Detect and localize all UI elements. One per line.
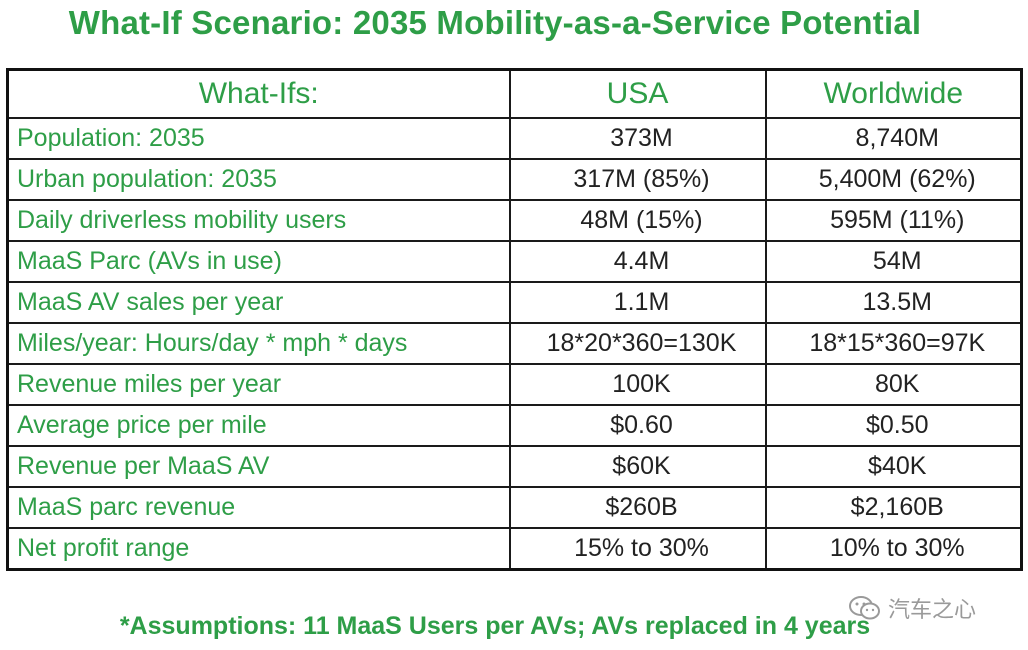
table-row: MaaS Parc (AVs in use) 4.4M 54M: [6, 240, 1023, 283]
table-row: MaaS AV sales per year 1.1M 13.5M: [6, 281, 1023, 324]
row-label: Miles/year: Hours/day * mph * days: [6, 322, 511, 365]
usa-value: 48M (15%): [508, 199, 767, 242]
table-row: Revenue per MaaS AV $60K $40K: [6, 445, 1023, 488]
table-row: Population: 2035 373M 8,740M: [6, 117, 1023, 160]
worldwide-value: $40K: [764, 445, 1023, 488]
usa-value: 1.1M: [508, 281, 767, 324]
worldwide-value: $0.50: [764, 404, 1023, 447]
worldwide-value: 80K: [764, 363, 1023, 406]
row-label: MaaS parc revenue: [6, 486, 511, 529]
table-header-row: What-Ifs: USA Worldwide: [6, 68, 1023, 119]
assumptions-footnote: *Assumptions: 11 MaaS Users per AVs; AVs…: [119, 612, 871, 640]
wechat-icon: [849, 596, 880, 620]
worldwide-value: $2,160B: [764, 486, 1023, 529]
usa-value: $260B: [508, 486, 767, 529]
row-label: MaaS Parc (AVs in use): [6, 240, 511, 283]
row-label: Population: 2035: [6, 117, 511, 160]
table-row: Daily driverless mobility users 48M (15%…: [6, 199, 1023, 242]
worldwide-value: 13.5M: [764, 281, 1023, 324]
worldwide-value: 10% to 30%: [764, 527, 1023, 571]
row-label: Net profit range: [6, 527, 511, 571]
table-row: MaaS parc revenue $260B $2,160B: [6, 486, 1023, 529]
worldwide-value: 5,400M (62%): [764, 158, 1023, 201]
row-label: Daily driverless mobility users: [6, 199, 511, 242]
worldwide-value: 595M (11%): [764, 199, 1023, 242]
table-row: Miles/year: Hours/day * mph * days 18*20…: [6, 322, 1023, 365]
worldwide-value: 54M: [764, 240, 1023, 283]
row-label: Urban population: 2035: [6, 158, 511, 201]
header-usa: USA: [508, 68, 767, 119]
worldwide-value: 18*15*360=97K: [764, 322, 1023, 365]
header-what-ifs: What-Ifs:: [6, 68, 511, 119]
usa-value: 100K: [508, 363, 767, 406]
table-row: Revenue miles per year 100K 80K: [6, 363, 1023, 406]
usa-value: 15% to 30%: [508, 527, 767, 571]
row-label: Revenue miles per year: [6, 363, 511, 406]
usa-value: 18*20*360=130K: [508, 322, 767, 365]
usa-value: 373M: [508, 117, 767, 160]
page-title: What-If Scenario: 2035 Mobility-as-a-Ser…: [68, 4, 922, 41]
worldwide-value: 8,740M: [764, 117, 1023, 160]
table-row: Net profit range 15% to 30% 10% to 30%: [6, 527, 1023, 571]
scenario-table: What-Ifs: USA Worldwide Population: 2035…: [6, 68, 1023, 571]
usa-value: $0.60: [508, 404, 767, 447]
watermark-text: 汽车之心: [888, 597, 977, 622]
usa-value: 317M (85%): [508, 158, 767, 201]
usa-value: $60K: [508, 445, 767, 488]
row-label: Average price per mile: [6, 404, 511, 447]
watermark: 汽车之心: [848, 592, 976, 624]
row-label: Revenue per MaaS AV: [6, 445, 511, 488]
usa-value: 4.4M: [508, 240, 767, 283]
row-label: MaaS AV sales per year: [6, 281, 511, 324]
table-row: Average price per mile $0.60 $0.50: [6, 404, 1023, 447]
table-row: Urban population: 2035 317M (85%) 5,400M…: [6, 158, 1023, 201]
header-worldwide: Worldwide: [764, 68, 1023, 119]
